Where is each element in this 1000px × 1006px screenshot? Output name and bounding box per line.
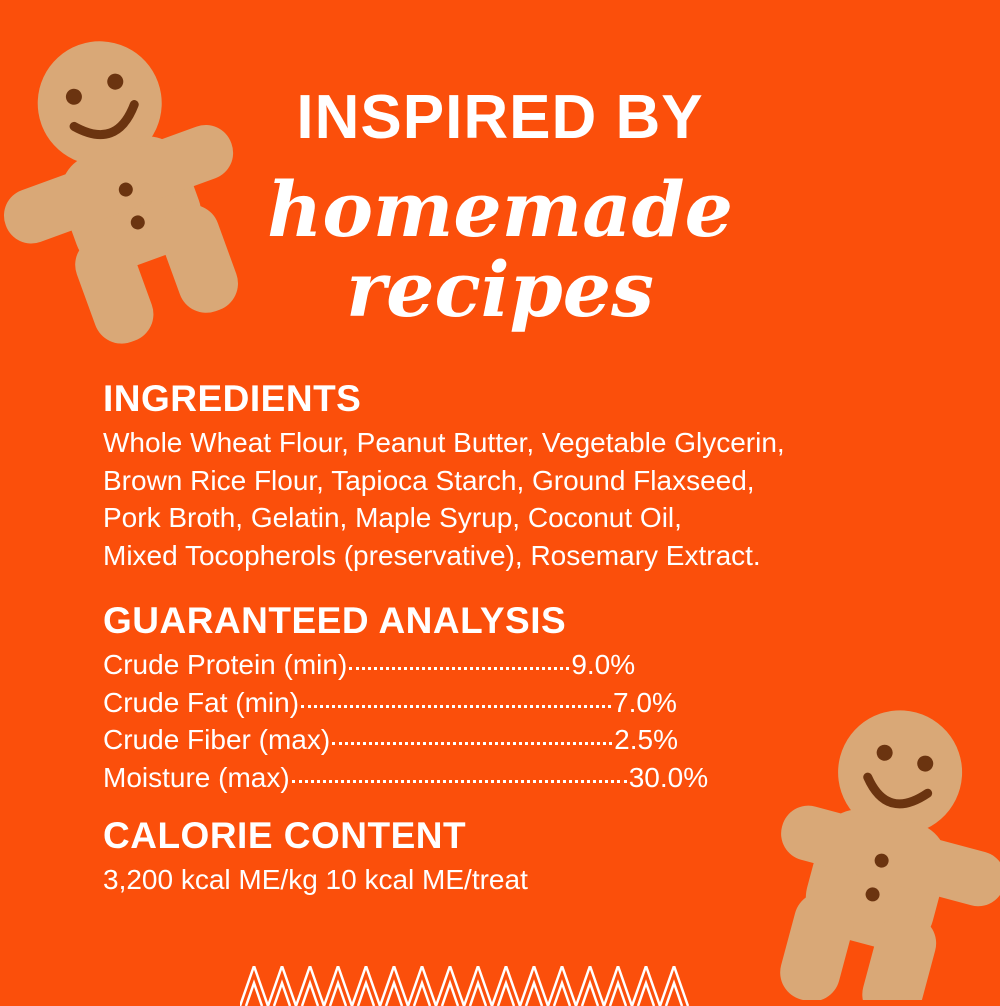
- zigzag-line: [244, 979, 684, 1006]
- zigzag-line: [240, 966, 690, 1006]
- headline-inspired-by: INSPIRED BY: [296, 83, 704, 152]
- analysis-value: 2.5%: [614, 724, 678, 755]
- analysis-row: Crude Fiber (max) 2.5%: [103, 721, 708, 759]
- leader-dots: [291, 779, 627, 783]
- analysis-section: GUARANTEED ANALYSIS Crude Protein (min) 9…: [103, 600, 708, 796]
- leader-dots: [301, 704, 612, 708]
- analysis-value: 7.0%: [613, 686, 677, 718]
- analysis-value: 30.0%: [628, 761, 709, 793]
- ingredients-line: Whole Wheat Flour, Peanut Butter, Vegeta…: [103, 427, 785, 458]
- headline-recipes: recipes: [346, 245, 654, 334]
- ingredients-line: Brown Rice Flour, Tapioca Starch, Ground…: [103, 464, 755, 496]
- ingredients-line: Pork Broth, Gelatin, Maple Syrup, Coconu…: [103, 502, 682, 533]
- ingredients-line: Mixed Tocopherols (preservative), Rosema…: [103, 539, 761, 571]
- analysis-label: Crude Protein (min): [103, 649, 348, 680]
- analysis-label: Crude Fiber (max): [103, 724, 331, 755]
- analysis-row: Crude Fat (min) 7.0%: [103, 684, 708, 722]
- gingerbread-cookie-image-bottom-right: [780, 710, 1000, 1000]
- ingredients-heading: INGREDIENTS: [103, 378, 362, 419]
- calorie-text: 3,200 kcal ME/kg 10 kcal ME/treat: [103, 864, 528, 895]
- analysis-value: 9.0%: [571, 649, 636, 680]
- analysis-heading: GUARANTEED ANALYSIS: [103, 600, 567, 641]
- ingredients-section: INGREDIENTS Whole Wheat Flour, Peanut Bu…: [103, 378, 785, 574]
- analysis-label: Crude Fat (min): [103, 686, 300, 718]
- analysis-row: Crude Protein (min) 9.0%: [103, 646, 708, 684]
- gingerbread-cookie-image-top-left: [3, 41, 238, 344]
- analysis-row: Moisture (max) 30.0%: [103, 759, 708, 797]
- headline-homemade: homemade: [267, 165, 733, 254]
- leader-dots: [349, 667, 570, 670]
- calorie-section: CALORIE CONTENT 3,200 kcal ME/kg 10 kcal…: [103, 815, 528, 899]
- leader-dots: [332, 742, 613, 745]
- zigzag-pattern-decoration: [240, 966, 690, 1006]
- calorie-heading: CALORIE CONTENT: [103, 815, 467, 856]
- analysis-label: Moisture (max): [103, 761, 290, 793]
